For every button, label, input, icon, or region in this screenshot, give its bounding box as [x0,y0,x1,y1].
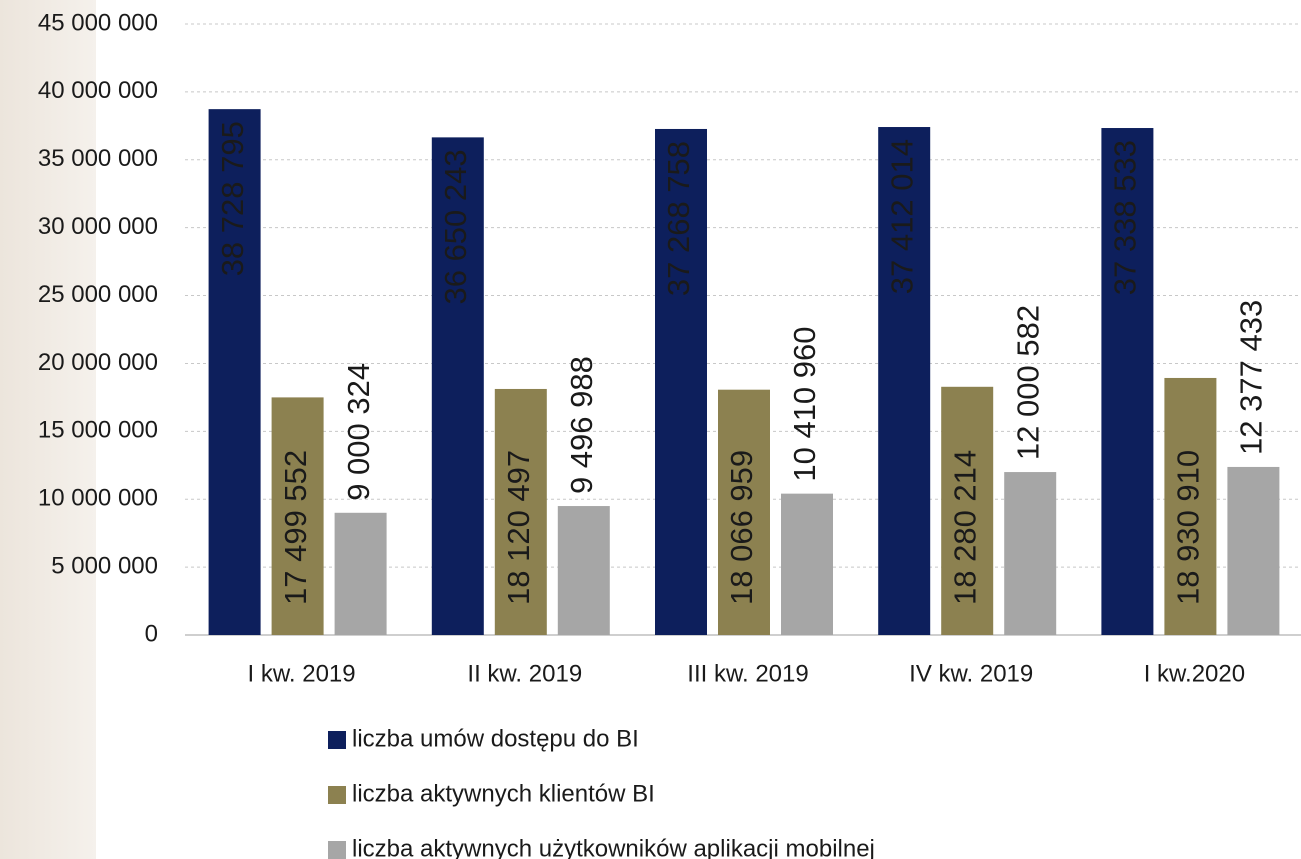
data-label: 18 930 910 [1171,450,1206,605]
data-label: 12 000 582 [1010,305,1045,460]
bar [431,137,484,635]
bar [655,128,707,635]
y-tick-label: 10 000 000 [38,485,158,512]
legend-label: liczba aktywnych użytkowników aplikacji … [352,835,875,859]
legend-swatch [328,786,346,804]
bar [878,127,931,635]
x-tick-label: I kw. 2019 [248,660,356,687]
bar [494,388,547,635]
bar [781,493,833,635]
data-label: 9 000 324 [341,363,376,501]
bar [271,397,324,635]
legend-label: liczba umów dostępu do BI [352,725,639,752]
x-tick-label: II kw. 2019 [467,660,582,687]
side-panel [0,0,96,859]
x-tick-label: III kw. 2019 [687,660,808,687]
data-label: 18 280 214 [947,450,982,605]
data-label: 37 338 533 [1108,140,1143,295]
legend-swatch [328,731,346,749]
data-label: 10 410 960 [787,326,822,481]
data-label: 9 496 988 [564,356,599,494]
bar [1164,377,1217,635]
bar [334,512,387,635]
data-label: 12 377 433 [1234,300,1269,455]
y-tick-label: 45 000 000 [38,9,158,36]
bar [941,386,994,635]
y-tick-label: 5 000 000 [51,552,158,579]
bar [1101,128,1154,635]
bar [208,109,261,635]
x-tick-label: I kw.2020 [1144,660,1245,687]
data-label: 38 728 795 [215,121,250,276]
bar [718,389,770,635]
data-label: 37 268 758 [661,141,696,296]
y-tick-label: 40 000 000 [38,77,158,104]
bar [1227,466,1280,635]
x-tick-label: IV kw. 2019 [909,660,1033,687]
bar [1004,472,1057,635]
data-label: 18 120 497 [501,450,536,605]
data-label: 17 499 552 [278,450,313,605]
y-tick-label: 20 000 000 [38,349,158,376]
data-label: 18 066 959 [724,450,759,605]
y-tick-label: 15 000 000 [38,417,158,444]
data-label: 37 412 014 [884,139,919,294]
bar [557,506,610,635]
data-label: 36 650 243 [438,149,473,304]
y-tick-label: 35 000 000 [38,145,158,172]
y-tick-label: 25 000 000 [38,281,158,308]
y-tick-label: 30 000 000 [38,213,158,240]
legend-swatch [328,841,346,859]
legend-label: liczba aktywnych klientów BI [352,780,655,807]
y-tick-label: 0 [145,620,158,647]
